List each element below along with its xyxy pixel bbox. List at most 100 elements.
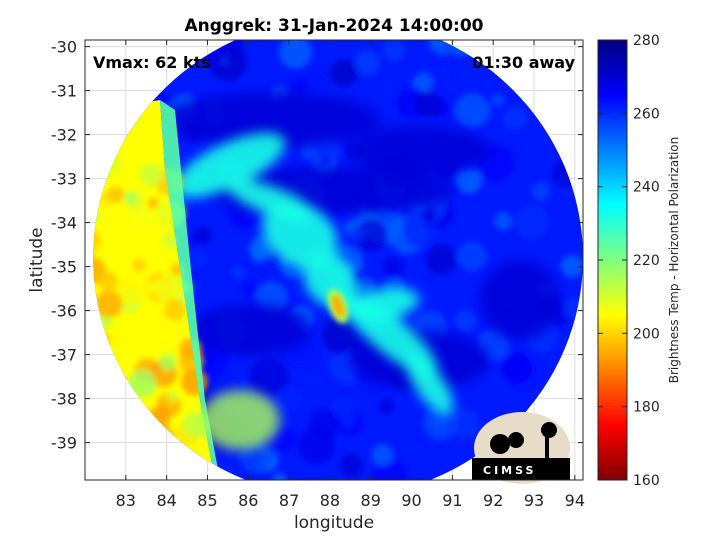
texture-blob <box>340 412 356 428</box>
texture-blob <box>274 386 301 413</box>
cold-band <box>160 92 380 148</box>
x-axis-label: longitude <box>294 513 374 533</box>
colorbar-tick-label: 180 <box>633 400 660 416</box>
land-blob <box>163 298 186 321</box>
land-blob <box>125 192 136 203</box>
colorbar-label: Brightness Temp - Horizontal Polarizatio… <box>667 137 681 384</box>
texture-blob <box>238 444 262 468</box>
land-blob <box>106 334 121 348</box>
texture-blob <box>329 59 358 87</box>
land-blob <box>139 163 164 188</box>
texture-blob <box>457 241 488 272</box>
y-tick-label: -33 <box>51 170 77 189</box>
texture-blob <box>354 50 381 76</box>
texture-blob <box>455 167 482 194</box>
x-tick-label: 87 <box>279 491 299 510</box>
logo-dish-icon <box>490 434 510 454</box>
texture-blob <box>354 219 388 252</box>
colorbar-tick-label: 200 <box>633 326 660 342</box>
warm-strip <box>200 390 280 450</box>
texture-blob <box>503 106 528 131</box>
land-blob <box>132 259 146 273</box>
texture-blob <box>339 453 364 478</box>
cold-band <box>480 260 560 340</box>
texture-blob <box>322 316 359 354</box>
land-blob <box>162 233 178 249</box>
spiral-segment <box>227 179 313 221</box>
y-axis: -30 -31 -32 -33 -34 -35 -36 -37 -38 -39 <box>51 38 583 453</box>
land-edge <box>160 100 220 480</box>
chart-title: Anggrek: 31-Jan-2024 14:00:00 <box>184 16 483 36</box>
x-tick-label: 89 <box>361 491 381 510</box>
time-away-annotation: 01:30 away <box>472 53 575 72</box>
x-tick-label: 86 <box>238 491 258 510</box>
spiral-segment <box>262 202 338 268</box>
texture-blob <box>421 207 437 222</box>
axes-box <box>84 39 584 481</box>
y-tick-label: -35 <box>51 258 77 277</box>
texture-blob <box>414 90 442 118</box>
spiral-segment <box>406 355 454 415</box>
texture-blob <box>308 408 341 441</box>
y-tick-label: -30 <box>51 38 77 57</box>
texture-blob <box>531 182 551 201</box>
x-tick-label: 90 <box>401 491 421 510</box>
y-tick-label: -39 <box>51 434 77 453</box>
colorbar-tick-label: 160 <box>633 473 660 489</box>
cold-band <box>350 126 490 174</box>
x-tick-label: 93 <box>524 491 544 510</box>
land-blob <box>148 198 159 209</box>
y-tick-label: -36 <box>51 302 77 321</box>
texture-blob <box>382 40 406 62</box>
texture-blob <box>319 153 332 166</box>
texture-blob <box>279 40 312 69</box>
texture-blob <box>188 232 203 247</box>
texture-blob <box>431 416 448 433</box>
texture-blob <box>425 243 457 275</box>
colorbar-tick-label: 260 <box>633 106 660 122</box>
texture-blob <box>307 70 327 90</box>
y-tick-label: -34 <box>51 214 77 233</box>
vmax-annotation: Vmax: 62 kts <box>93 53 211 72</box>
texture-blob <box>560 254 583 278</box>
texture-blob <box>378 397 395 414</box>
land-blob <box>99 271 118 291</box>
colorbar-tick-label: 280 <box>633 33 660 49</box>
cimss-logo: CIMSS <box>472 412 570 484</box>
colorbar-tick-label: 220 <box>633 253 660 269</box>
x-tick-label: 85 <box>197 491 217 510</box>
logo-tower-icon <box>545 430 549 458</box>
texture-blob <box>331 341 346 356</box>
x-axis: 83 84 85 86 87 88 89 90 91 92 93 94 <box>116 40 585 510</box>
texture-blob <box>454 310 477 333</box>
texture-blob <box>514 205 549 240</box>
texture-blob <box>187 249 207 268</box>
logo-text: CIMSS <box>483 464 536 477</box>
y-tick-label: -37 <box>51 346 77 365</box>
texture-blob <box>247 260 266 279</box>
texture-blob <box>231 265 245 279</box>
spiral-band <box>174 132 454 415</box>
land-blob <box>107 186 125 203</box>
land-blob <box>166 389 180 403</box>
x-tick-label: 84 <box>156 491 176 510</box>
spiral-segment <box>340 287 420 323</box>
texture-blob <box>291 77 309 95</box>
texture-blob <box>251 244 267 261</box>
logo-base <box>472 458 570 480</box>
texture-blob <box>371 444 394 466</box>
land-blob <box>159 353 177 371</box>
texture-blob <box>372 457 408 480</box>
texture-blob <box>249 357 289 397</box>
x-tick-label: 91 <box>442 491 462 510</box>
land-blob <box>94 290 123 318</box>
texture-blob <box>494 212 513 231</box>
y-axis-label: latitude <box>27 227 47 292</box>
x-tick-label: 94 <box>565 491 585 510</box>
land-blob <box>132 209 153 229</box>
texture-blob <box>491 94 504 107</box>
texture-blob <box>455 93 490 128</box>
y-tick-label: -38 <box>51 390 77 409</box>
x-tick-label: 83 <box>116 491 136 510</box>
